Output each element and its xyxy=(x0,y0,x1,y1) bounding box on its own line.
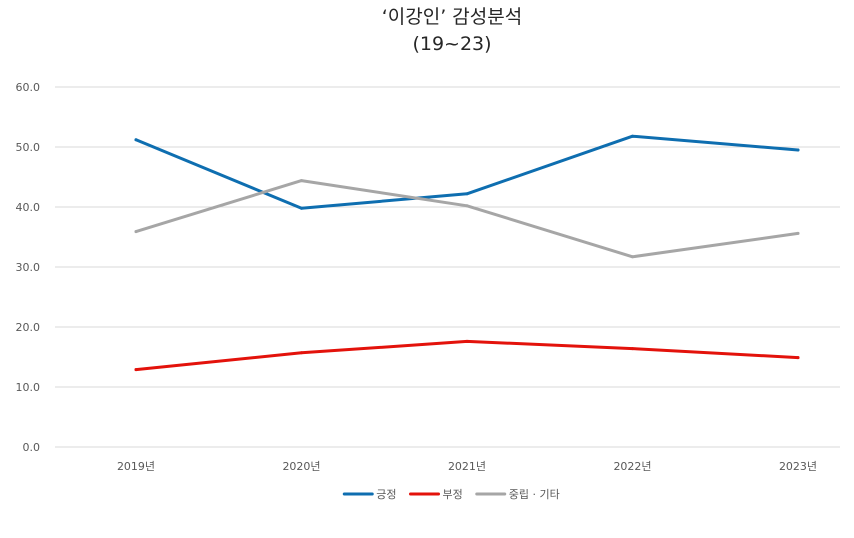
data-point xyxy=(134,368,138,372)
x-tick-label: 2020년 xyxy=(282,460,320,473)
chart-title: ‘이강인’ 감성분석 xyxy=(382,6,522,28)
data-point xyxy=(631,134,634,138)
x-tick-label: 2019년 xyxy=(117,460,155,473)
y-tick-label: 30.0 xyxy=(16,261,41,274)
data-point xyxy=(796,356,800,360)
data-point xyxy=(631,347,634,351)
y-tick-label: 40.0 xyxy=(16,201,41,214)
y-tick-label: 20.0 xyxy=(16,321,41,334)
series-line-2 xyxy=(134,179,800,259)
legend: 긍정 부정 중립 · 기타 xyxy=(342,488,560,501)
y-tick-label: 60.0 xyxy=(16,81,41,94)
y-tick-label: 10.0 xyxy=(16,381,41,394)
data-point xyxy=(300,206,303,210)
legend-label: 중립 · 기타 xyxy=(509,488,560,501)
data-point xyxy=(465,204,469,208)
gridlines xyxy=(55,86,840,448)
x-tick-label: 2023년 xyxy=(779,460,817,473)
y-axis-ticks: 0.0 10.0 20.0 30.0 40.0 50.0 60.0 xyxy=(16,81,41,454)
data-point xyxy=(631,255,634,259)
x-tick-label: 2021년 xyxy=(448,460,486,473)
series-lines xyxy=(134,134,800,372)
x-axis-ticks: 2019년 2020년 2021년 2022년 2023년 xyxy=(117,460,817,473)
data-point xyxy=(300,179,303,183)
data-point xyxy=(134,230,138,234)
series-line-1 xyxy=(134,339,800,372)
x-tick-label: 2022년 xyxy=(613,460,651,473)
legend-label: 긍정 xyxy=(376,488,396,501)
y-tick-label: 50.0 xyxy=(16,141,41,154)
data-point xyxy=(465,192,469,196)
data-point xyxy=(300,351,303,355)
y-tick-label: 0.0 xyxy=(23,441,41,454)
data-point xyxy=(134,138,138,142)
legend-label: 부정 xyxy=(443,488,463,501)
data-point xyxy=(465,339,469,343)
chart-subtitle: (19~23) xyxy=(412,33,491,55)
data-point xyxy=(796,148,800,152)
data-point xyxy=(796,231,800,235)
